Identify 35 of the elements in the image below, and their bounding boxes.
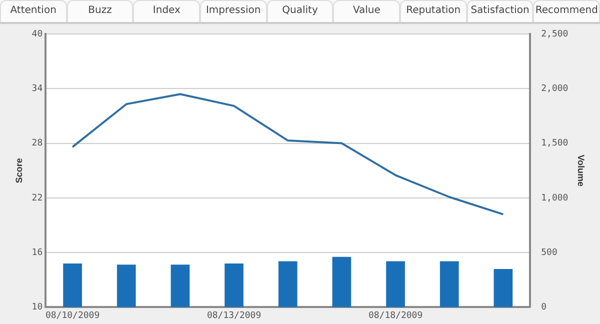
x-tick-label: 08/10/2009 xyxy=(45,310,100,321)
text: Index xyxy=(133,0,200,22)
y-tick-label: 28 xyxy=(32,138,43,149)
y-axis-title: Score xyxy=(14,158,24,184)
bar xyxy=(386,261,405,308)
x-tick-label: 08/13/2009 xyxy=(206,310,262,321)
y2-tick-label: 2,500 xyxy=(541,29,568,40)
y-tick-label: 22 xyxy=(32,193,43,204)
y-tick-label: 34 xyxy=(32,84,43,94)
text: Attention xyxy=(0,0,67,22)
y2-tick-label: 2,000 xyxy=(541,84,568,94)
bar xyxy=(170,264,190,308)
y-tick-label: 40 xyxy=(32,29,43,40)
text: Quality xyxy=(266,0,334,22)
text: Impression xyxy=(200,0,267,22)
text: Reputation xyxy=(400,0,467,22)
text: Satisfaction xyxy=(466,0,534,22)
bar xyxy=(63,263,82,308)
y2-tick-label: 1,500 xyxy=(541,138,568,149)
text: Buzz xyxy=(66,0,134,22)
bar xyxy=(494,268,513,308)
text: Value xyxy=(333,0,400,22)
y2-tick-label: 500 xyxy=(541,248,558,258)
y-tick-label: 16 xyxy=(32,248,43,258)
text: Recommend xyxy=(533,0,600,22)
y2-tick-label: 1,000 xyxy=(541,193,568,204)
bar xyxy=(440,261,459,308)
y-tick-label: 10 xyxy=(32,302,43,313)
bar xyxy=(332,256,352,308)
bar xyxy=(224,263,244,308)
y2-tick-label: 0 xyxy=(541,302,547,313)
bar xyxy=(116,264,136,308)
bar xyxy=(278,261,298,308)
y2-axis-title: Volume xyxy=(576,154,586,187)
x-tick-label: 08/18/2009 xyxy=(368,310,423,321)
